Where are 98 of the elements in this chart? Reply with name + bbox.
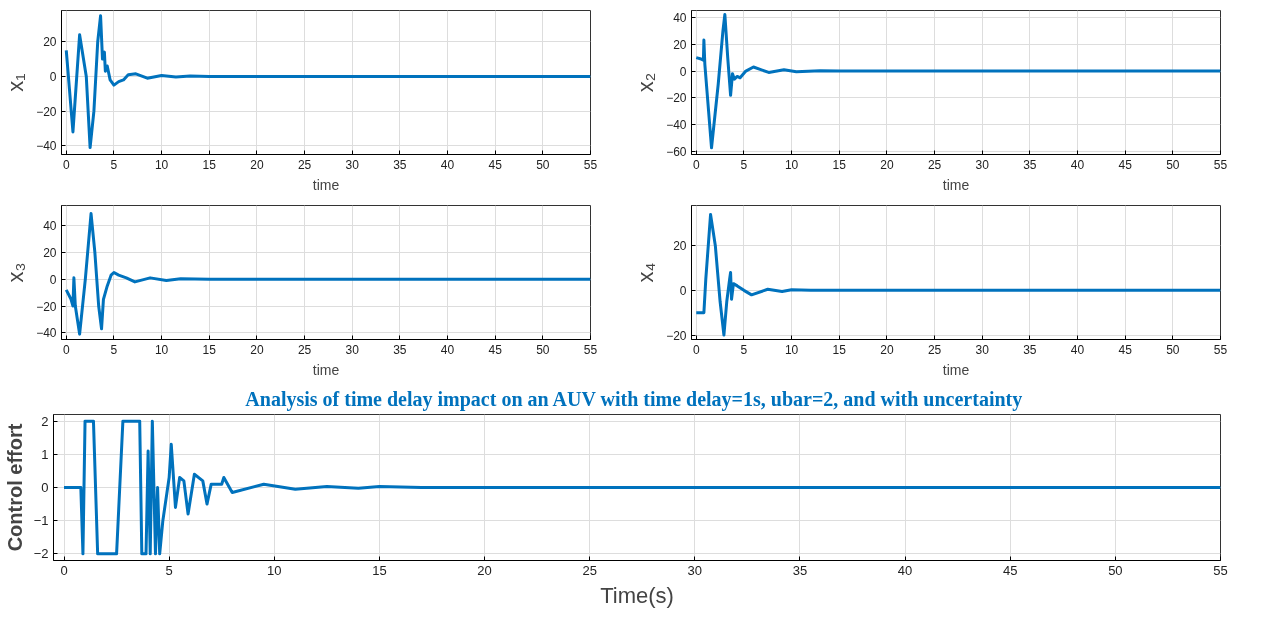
x-tick-label: 5 — [110, 342, 118, 357]
x-tick-label: 5 — [110, 157, 118, 172]
line-series — [694, 13, 1221, 150]
x-tick-label: 15 — [202, 157, 217, 172]
y-tick-label: 0 — [679, 283, 687, 298]
x-tick-label: 0 — [60, 562, 68, 578]
x-tick-label: 45 — [1003, 562, 1018, 578]
x-tick-label: 25 — [582, 562, 597, 578]
x-tick-label: 30 — [975, 342, 990, 357]
line-series — [64, 14, 591, 150]
x-tick-label: 20 — [250, 342, 264, 357]
x-tick-label: 15 — [372, 562, 387, 578]
y-tick-label: −20 — [666, 91, 687, 106]
y-tick-label: 40 — [673, 10, 687, 25]
x-tick-label: 40 — [1070, 342, 1085, 357]
x-tick-label: 50 — [536, 157, 550, 172]
x-tick-label: 30 — [345, 342, 360, 357]
x-axis-title: time — [942, 361, 970, 378]
x-axis-title: Time(s) — [600, 582, 674, 608]
x-tick-label: 35 — [792, 562, 808, 578]
x-tick-label: 30 — [345, 157, 360, 172]
x-tick-label: 35 — [1023, 157, 1037, 172]
x-tick-label: 25 — [297, 342, 312, 357]
y-tick-label: 0 — [49, 272, 57, 287]
x-tick-label: 25 — [297, 157, 312, 172]
x-tick-label: 10 — [154, 157, 169, 172]
x-tick-label: 50 — [536, 342, 550, 357]
y-tick-label: −2 — [33, 546, 49, 562]
x-tick-label: 10 — [154, 342, 169, 357]
x-tick-label: 20 — [250, 157, 264, 172]
x-tick-label: 25 — [927, 157, 942, 172]
line-series — [62, 419, 1221, 556]
x-tick-label: 55 — [583, 342, 598, 357]
x-tick-label: 35 — [1023, 342, 1037, 357]
y-axis-title: x₂ — [633, 72, 659, 93]
x-tick-label: 50 — [1166, 342, 1180, 357]
y-axis-title: x₃ — [3, 262, 29, 283]
y-tick-label: 0 — [679, 64, 687, 79]
y-tick-label: 40 — [43, 219, 57, 234]
x-tick-label: 20 — [880, 342, 894, 357]
x-axis-title: time — [942, 176, 970, 193]
x-tick-label: 50 — [1166, 157, 1180, 172]
x-tick-label: 35 — [393, 157, 407, 172]
x-tick-label: 0 — [692, 157, 700, 172]
y-tick-label: 1 — [41, 446, 49, 462]
x-tick-label: 20 — [477, 562, 492, 578]
x-tick-label: 10 — [784, 157, 799, 172]
x-tick-label: 45 — [1118, 157, 1133, 172]
x-tick-label: 20 — [880, 157, 894, 172]
x-tick-label: 0 — [692, 342, 700, 357]
x-tick-label: 0 — [62, 342, 70, 357]
x-axis-title: time — [312, 176, 340, 193]
x-tick-label: 35 — [393, 342, 407, 357]
y-tick-label: −60 — [666, 145, 687, 160]
x-tick-label: 25 — [927, 342, 942, 357]
x-tick-label: 30 — [687, 562, 703, 578]
x-tick-label: 10 — [784, 342, 799, 357]
x-tick-label: 5 — [165, 562, 173, 578]
y-tick-label: 20 — [43, 245, 57, 260]
y-axis-title: x₁ — [3, 73, 29, 92]
x-tick-label: 40 — [897, 562, 913, 578]
y-tick-label: −1 — [33, 513, 49, 529]
x-tick-label: 50 — [1108, 562, 1123, 578]
x-tick-label: 40 — [440, 157, 455, 172]
x-tick-label: 0 — [62, 157, 70, 172]
y-tick-label: 20 — [43, 35, 57, 50]
x-tick-label: 45 — [488, 342, 503, 357]
x-axis-title: time — [312, 361, 340, 378]
y-tick-label: 0 — [41, 480, 49, 495]
y-tick-label: −40 — [36, 326, 57, 341]
line-series — [64, 212, 591, 336]
x-tick-label: 40 — [440, 342, 455, 357]
y-tick-label: −20 — [36, 299, 57, 314]
y-tick-label: −40 — [36, 139, 57, 154]
x-tick-label: 55 — [1213, 562, 1228, 578]
x-tick-label: 45 — [488, 157, 503, 172]
x-tick-label: 30 — [975, 157, 990, 172]
x-tick-label: 55 — [1213, 342, 1228, 357]
x-tick-label: 5 — [740, 342, 748, 357]
y-tick-label: −20 — [666, 328, 687, 343]
y-tick-label: 0 — [49, 69, 57, 84]
x-tick-label: 5 — [740, 157, 748, 172]
x-tick-label: 10 — [267, 562, 282, 578]
x-tick-label: 15 — [832, 157, 847, 172]
y-tick-label: 2 — [41, 413, 49, 429]
x-tick-label: 45 — [1118, 342, 1133, 357]
y-tick-label: −40 — [666, 118, 687, 133]
x-tick-label: 55 — [583, 157, 598, 172]
y-tick-label: 20 — [673, 239, 687, 254]
x-tick-label: 40 — [1070, 157, 1085, 172]
x-tick-label: 55 — [1213, 157, 1228, 172]
x-tick-label: 15 — [202, 342, 217, 357]
chart-title: Analysis of time delay impact on an AUV with time delay=1s, ubar=2, and with uncertainty — [245, 387, 1023, 411]
y-axis-title: x₄ — [633, 262, 659, 283]
y-axis-title: Control effort — [3, 423, 26, 552]
x-tick-label: 15 — [832, 342, 847, 357]
y-tick-label: 20 — [673, 37, 687, 52]
y-tick-label: −20 — [36, 104, 57, 119]
